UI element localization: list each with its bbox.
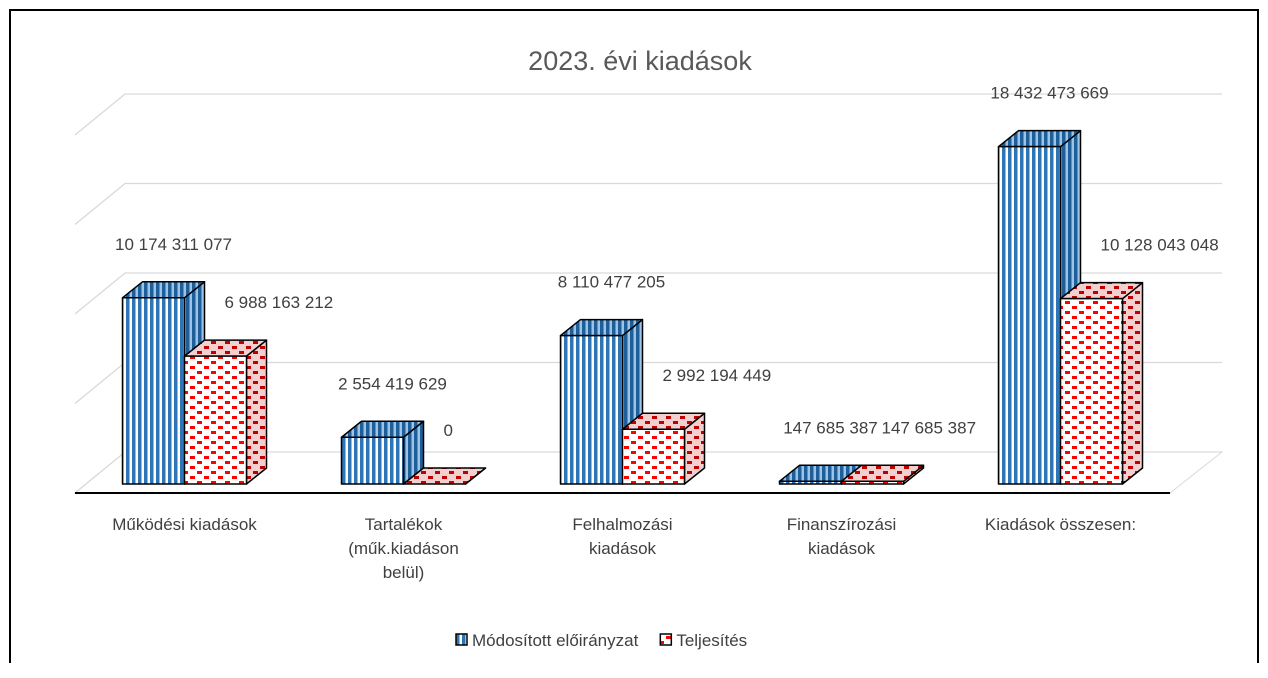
x-tick-label: Működési kiadások — [112, 515, 257, 534]
x-tick-label-line: Tartalékok — [365, 515, 443, 534]
x-tick-label-line: kiadások — [589, 539, 657, 558]
x-tick-label-line: belül) — [383, 563, 425, 582]
x-tick-label: Tartalékok (műk.kiadáson belül) — [348, 515, 459, 582]
x-tick-label-line: Finanszírozási — [787, 515, 897, 534]
x-tick-label: Felhalmozási kiadások — [572, 515, 672, 558]
value-label: 0 — [444, 421, 453, 440]
x-tick-label-line: kiadások — [808, 539, 876, 558]
bar — [1059, 281, 1144, 485]
bar-front — [778, 480, 843, 485]
bar-front — [997, 145, 1062, 485]
bar — [340, 420, 425, 485]
x-tick-label: Kiadások összesen: — [985, 515, 1136, 534]
grid-line — [74, 272, 1222, 315]
bar — [621, 412, 706, 485]
bar-front — [559, 334, 624, 485]
x-tick-label-line: Működési kiadások — [112, 515, 257, 534]
value-label: 10 128 043 048 — [1101, 236, 1219, 255]
legend: Módosított előirányzat Teljesítés — [455, 631, 747, 650]
chart-title: 2023. évi kiadások — [528, 46, 752, 76]
value-label: 2 992 194 449 — [663, 366, 772, 385]
value-label: 10 174 311 077 — [115, 235, 232, 254]
bar-side — [245, 339, 268, 485]
bar-front — [1059, 297, 1124, 485]
value-label: 8 110 477 205 — [558, 273, 665, 292]
grid-line — [74, 182, 1222, 226]
value-label: 2 554 419 629 — [338, 374, 447, 393]
bar-front — [621, 428, 686, 485]
bar-front — [121, 297, 186, 485]
grid-line — [74, 93, 1222, 136]
value-label: 147 685 387 — [882, 418, 977, 437]
bar-top — [402, 467, 487, 485]
legend-label: Teljesítés — [676, 631, 747, 650]
bar-front — [183, 355, 248, 485]
bar — [183, 339, 268, 485]
x-tick-label-line: Felhalmozási — [572, 515, 672, 534]
value-label: 18 432 473 669 — [990, 84, 1108, 103]
value-label: 147 685 387 — [783, 418, 878, 437]
bar-front — [840, 480, 905, 485]
x-tick-label-line: (műk.kiadáson — [348, 539, 459, 558]
bar-front — [340, 436, 405, 485]
bar — [402, 467, 487, 485]
legend-label: Módosított előirányzat — [472, 631, 639, 650]
legend-swatch — [455, 633, 468, 646]
legend-swatch — [659, 633, 673, 646]
x-tick-label: Finanszírozási kiadások — [787, 515, 897, 558]
x-tick-label-line: Kiadások összesen: — [985, 515, 1136, 534]
bar — [121, 281, 206, 485]
frame — [9, 9, 1259, 663]
value-label: 6 988 163 212 — [225, 293, 334, 312]
bar-side — [1121, 281, 1144, 485]
bar — [840, 464, 925, 485]
